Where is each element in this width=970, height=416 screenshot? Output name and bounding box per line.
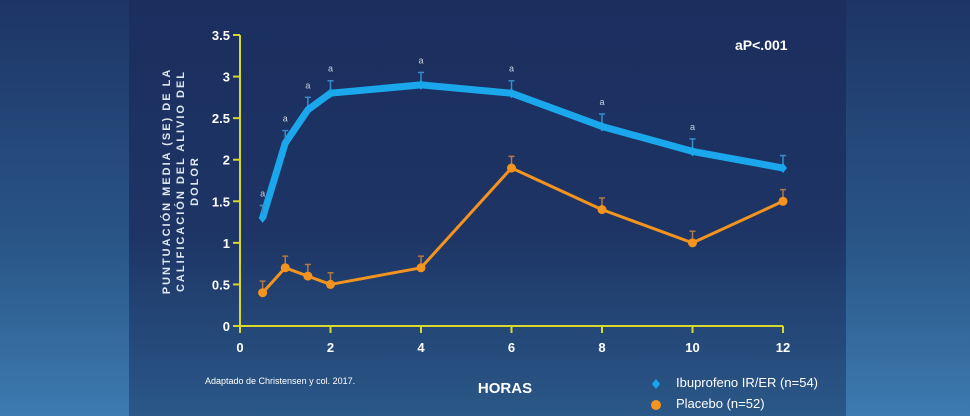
x-tick-label: 8 bbox=[598, 340, 605, 355]
data-point bbox=[417, 79, 425, 90]
legend: Ibuprofeno IR/ER (n=54) Placebo (n=52) bbox=[651, 375, 818, 411]
significance-label: a bbox=[509, 64, 514, 74]
y-tick-label: 0 bbox=[223, 319, 230, 334]
series-line bbox=[261, 166, 784, 294]
y-axis-label-line: PUNTUACIÓN MEDIA (SE) DE LA bbox=[160, 68, 173, 295]
significance-label: a bbox=[328, 64, 333, 74]
data-point bbox=[416, 263, 426, 273]
x-tick-label: 2 bbox=[327, 340, 334, 355]
series: a a a a a a a a bbox=[258, 55, 788, 298]
data-point bbox=[258, 288, 268, 298]
significance-label: a bbox=[283, 114, 288, 124]
source-note: Adaptado de Christensen y col. 2017. bbox=[205, 376, 355, 386]
data-point bbox=[598, 121, 606, 132]
series-placebo bbox=[258, 155, 788, 298]
data-point bbox=[779, 163, 787, 174]
data-point bbox=[258, 212, 267, 223]
significance-label: a bbox=[418, 55, 423, 65]
significance-annotation: aP<.001 bbox=[735, 37, 788, 53]
axes: 0 0.5 1 1.5 2 2.5 3 3.5 0 2 4 6 8 10 12 bbox=[212, 28, 790, 355]
y-tick-label: 3.5 bbox=[212, 28, 230, 43]
data-point bbox=[280, 263, 290, 273]
x-tick-label: 6 bbox=[508, 340, 515, 355]
chart-panel bbox=[129, 0, 846, 416]
x-axis-label: HORAS bbox=[478, 380, 532, 397]
data-point bbox=[597, 205, 607, 215]
data-point bbox=[326, 279, 335, 289]
x-tick-label: 4 bbox=[417, 340, 425, 355]
data-point bbox=[303, 104, 312, 115]
significance-label: a bbox=[599, 97, 604, 107]
data-point bbox=[326, 88, 335, 99]
y-tick-label: 2.5 bbox=[212, 111, 230, 126]
legend-label-ibuprofen: Ibuprofeno IR/ER (n=54) bbox=[676, 375, 818, 390]
y-axis-label-line: CALIFICACIÓN DEL ALIVIO DEL bbox=[174, 70, 187, 292]
significance-label: a bbox=[305, 80, 310, 90]
x-tick-label: 10 bbox=[685, 340, 699, 355]
y-axis-label: PUNTUACIÓN MEDIA (SE) DE LA CALIFICACIÓN… bbox=[160, 68, 201, 295]
data-point bbox=[507, 163, 516, 173]
significance-label: a bbox=[260, 188, 265, 198]
y-tick-label: 1.5 bbox=[212, 194, 230, 209]
y-tick-label: 2 bbox=[223, 153, 230, 168]
series-line bbox=[259, 81, 784, 219]
data-point bbox=[303, 271, 313, 281]
x-tick-label: 0 bbox=[236, 340, 243, 355]
x-tick-label: 12 bbox=[776, 340, 790, 355]
significance-label: a bbox=[690, 122, 695, 132]
legend-marker-ibuprofen bbox=[652, 379, 660, 389]
y-tick-label: 0.5 bbox=[212, 277, 230, 292]
y-axis-label-line: DOLOR bbox=[189, 156, 201, 206]
y-tick-label: 3 bbox=[223, 70, 230, 85]
data-point bbox=[778, 196, 788, 206]
data-point bbox=[507, 88, 516, 99]
y-tick-label: 1 bbox=[223, 236, 230, 251]
legend-marker-placebo bbox=[651, 400, 661, 410]
series-ibuprofen: a a a a a a a a bbox=[258, 55, 787, 223]
data-point bbox=[688, 146, 697, 157]
data-point bbox=[688, 238, 697, 248]
legend-label-placebo: Placebo (n=52) bbox=[676, 396, 765, 411]
data-point bbox=[281, 138, 290, 149]
